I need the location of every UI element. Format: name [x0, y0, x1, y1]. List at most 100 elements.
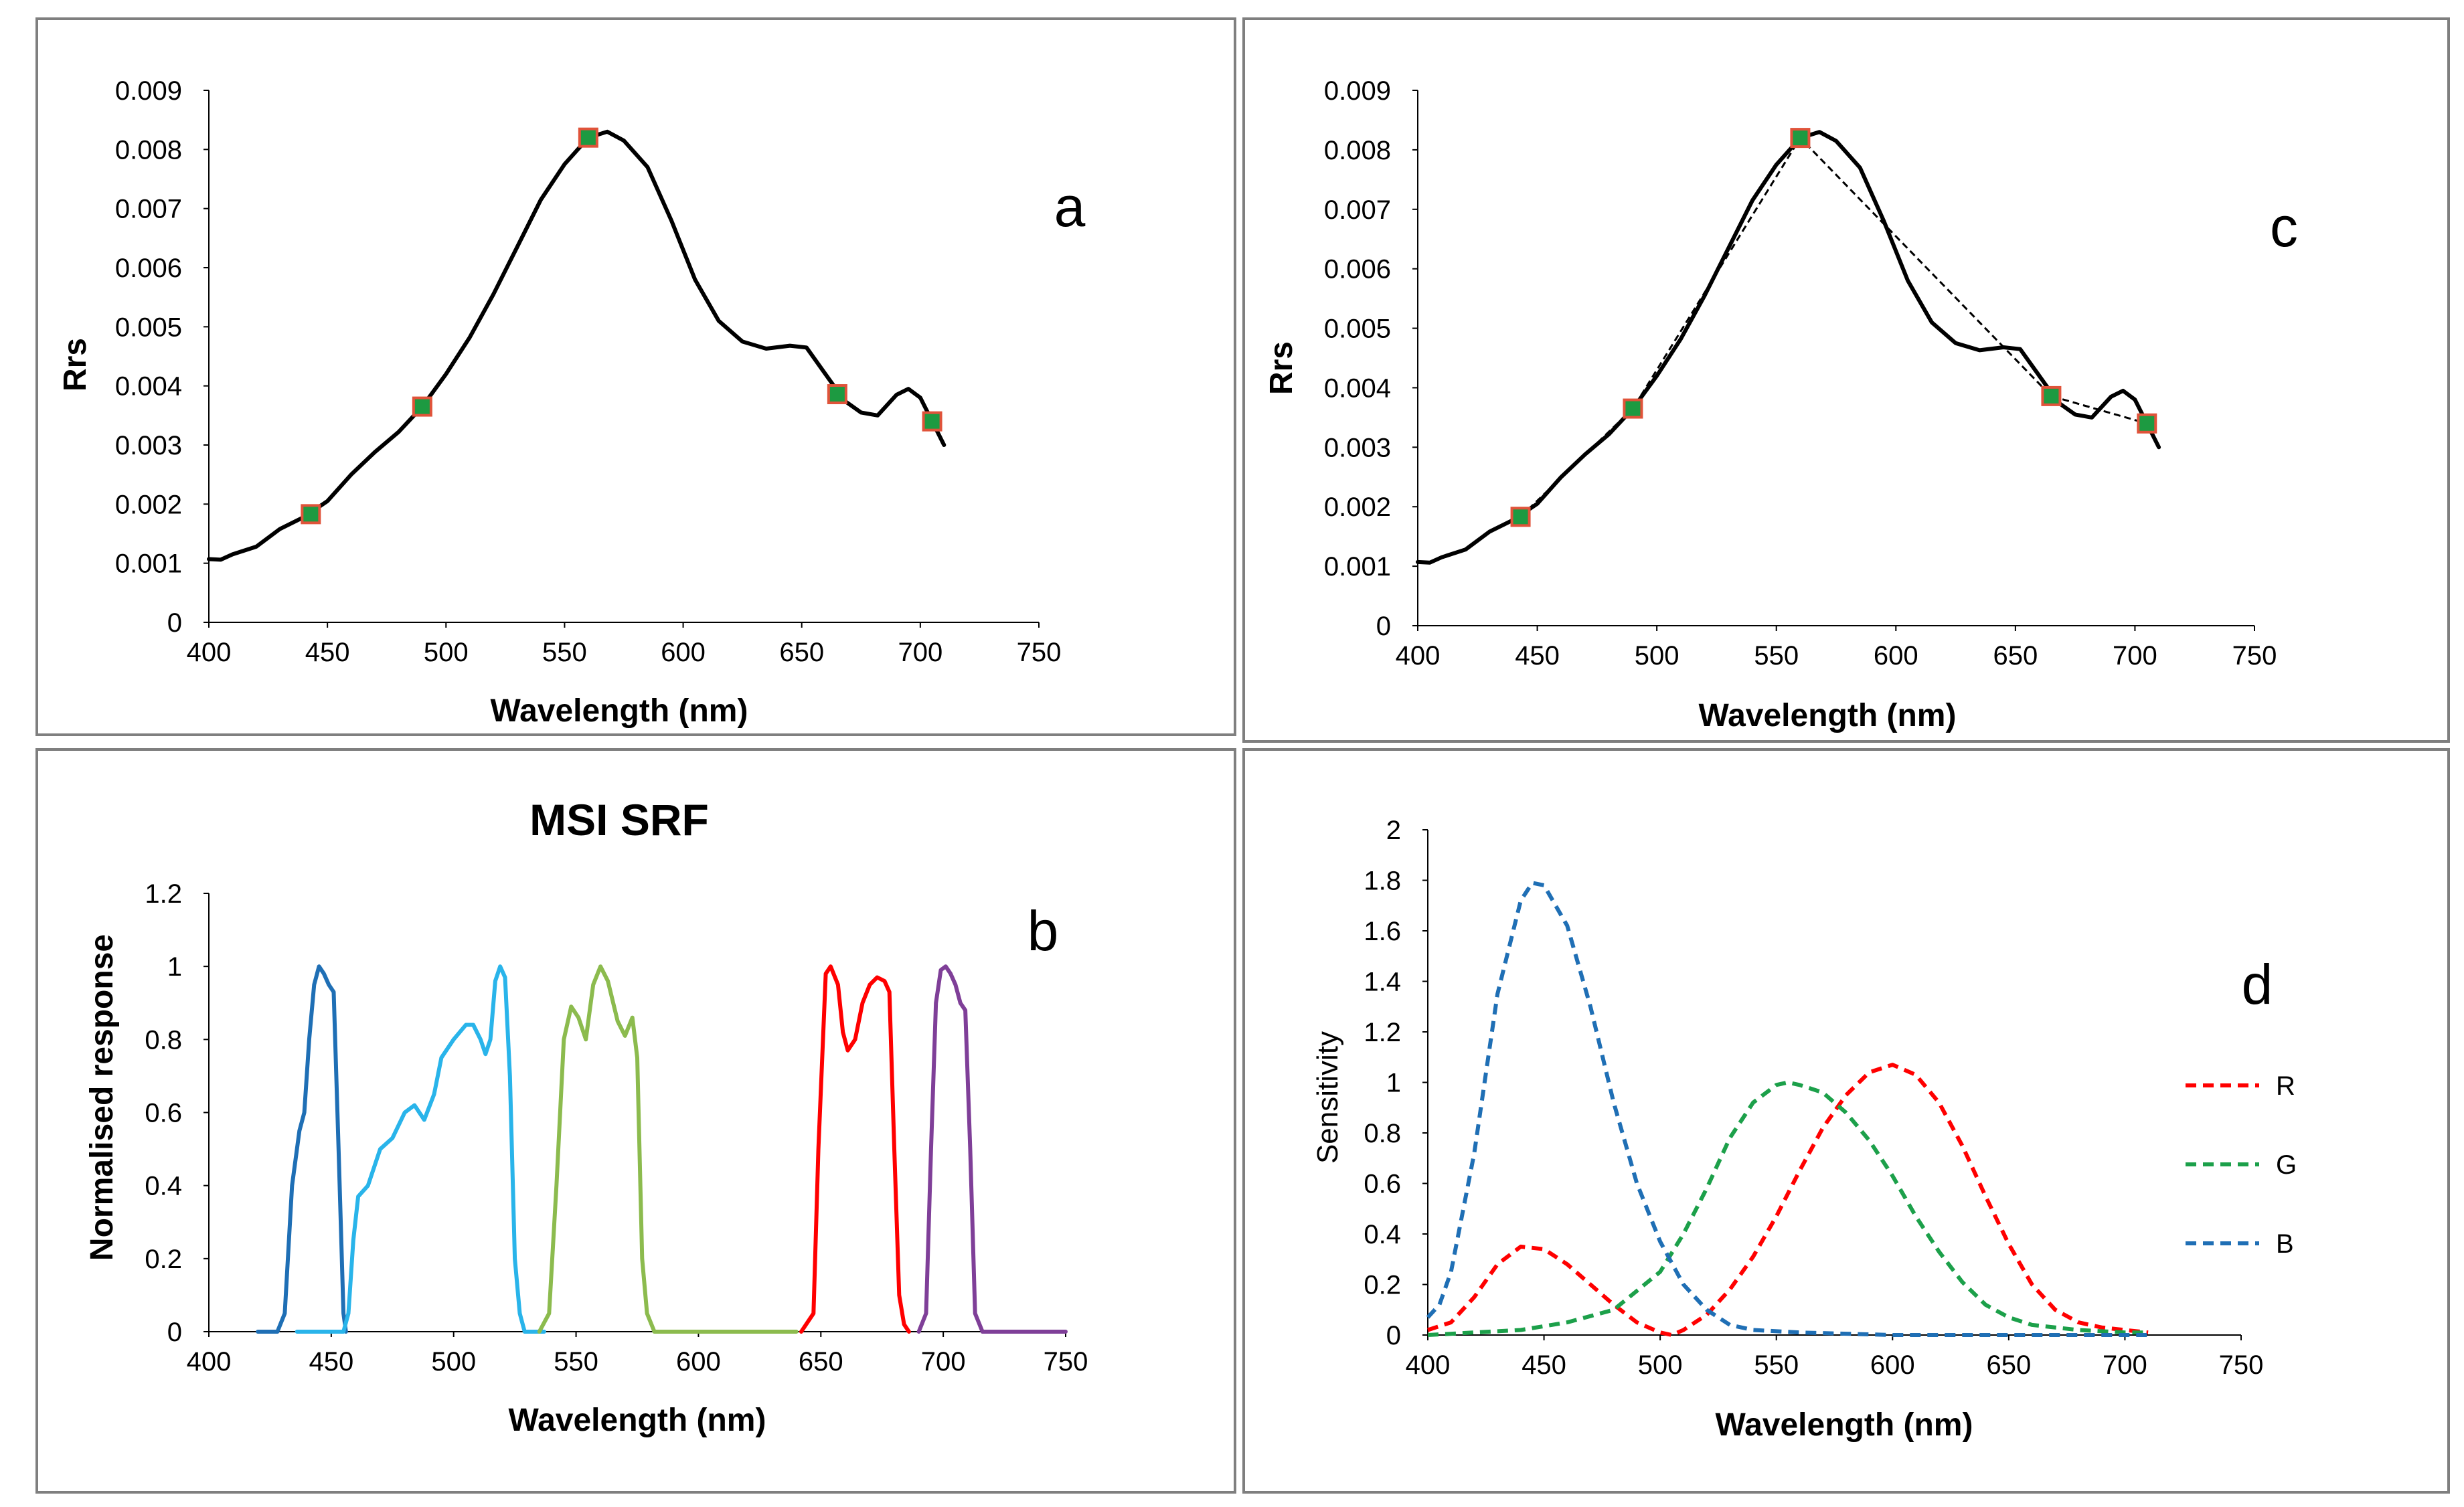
x-tick-label: 500 — [431, 1347, 476, 1377]
y-tick-label: 0.6 — [145, 1099, 182, 1128]
x-tick-label: 700 — [898, 638, 942, 667]
data-point-marker — [578, 127, 598, 148]
series-line-rrs-spectrum — [1416, 130, 2161, 565]
y-axis-title: Normalised response — [84, 934, 120, 1261]
y-tick-label: 1.8 — [1364, 867, 1401, 896]
x-tick-label: 700 — [2113, 641, 2157, 671]
plot-b-area: 400 450 500 550 600 650 700 750 0 0.2 0.4 0.6 0.8 1 1.… — [145, 879, 1088, 1377]
y-tick-label: 0.009 — [115, 76, 182, 106]
x-tick-label: 700 — [921, 1347, 966, 1377]
y-tick-label: 0 — [1376, 612, 1391, 641]
plot-c-area: 400 450 500 550 600 650 700 750 0 0.001 0.002 0.003… — [1324, 76, 2277, 671]
series-line-b2 — [295, 964, 546, 1334]
series-line-r — [1427, 1063, 2149, 1337]
panel-d-frame — [1242, 748, 2450, 1494]
panel-c-frame — [1242, 17, 2450, 743]
y-tick-label: 0.003 — [115, 431, 182, 460]
y-tick-label: 0.005 — [1324, 315, 1391, 344]
x-tick-label: 600 — [1870, 1350, 1915, 1380]
x-tick-label: 600 — [676, 1347, 721, 1377]
x-tick-label: 400 — [187, 638, 232, 667]
x-tick-label: 500 — [1635, 641, 1679, 671]
y-tick-label: 0.003 — [1324, 433, 1391, 462]
x-tick-label: 500 — [1638, 1350, 1683, 1380]
data-point-marker — [1790, 128, 1811, 149]
x-tick-label: 550 — [542, 638, 587, 667]
data-point-marker — [827, 384, 847, 405]
x-tick-label: 550 — [554, 1347, 598, 1377]
y-tick-label: 0.001 — [115, 549, 182, 579]
series-line-rrs-spectrum — [207, 129, 947, 562]
x-axis-title: Wavelength (nm) — [509, 1403, 766, 1438]
y-tick-label: 0.002 — [1324, 493, 1391, 522]
legend-label: G — [2276, 1150, 2297, 1180]
y-tick-label: 2 — [1386, 816, 1401, 845]
panel-d: 400 450 500 550 600 650 700 750 0 0.2 0.4 0.6 0.8 1 1.… — [1242, 748, 2450, 1494]
y-tick-label: 0.008 — [1324, 136, 1391, 165]
y-tick-label: 0.005 — [115, 313, 182, 342]
x-tick-label: 750 — [1017, 638, 1062, 667]
y-tick-label: 0.006 — [1324, 255, 1391, 284]
x-tick-label: 750 — [2232, 641, 2277, 671]
x-tick-label: 450 — [1515, 641, 1560, 671]
y-axis-title: Rrs — [58, 338, 93, 391]
y-tick-label: 0.004 — [1324, 373, 1391, 403]
y-tick-label: 0.6 — [1364, 1170, 1401, 1199]
y-tick-label: 0.001 — [1324, 552, 1391, 582]
legend-label: R — [2276, 1071, 2295, 1101]
panel-label: a — [1054, 175, 1086, 238]
panel-label: b — [1028, 899, 1059, 962]
data-point-marker — [1623, 398, 1643, 419]
y-tick-label: 0.4 — [1364, 1220, 1401, 1249]
panel-a: 400 450 500 550 600 650 700 750 0 0.001 0.002 0.003… — [35, 17, 1236, 736]
y-tick-label: 1.4 — [1364, 968, 1401, 997]
x-tick-label: 550 — [1754, 1350, 1799, 1380]
y-tick-label: 0.4 — [145, 1172, 182, 1201]
x-tick-label: 550 — [1754, 641, 1799, 671]
y-tick-label: 0.2 — [1364, 1271, 1401, 1300]
y-tick-label: 0.009 — [1324, 76, 1391, 106]
series-line-b5 — [916, 964, 1068, 1334]
plot-d-area: 400 450 500 550 600 650 700 750 0 0.2 0.4 0.6 0.8 1 1.… — [1364, 816, 2263, 1380]
y-axis-title: Rrs — [1264, 341, 1299, 395]
x-axis-title: Wavelength (nm) — [1716, 1407, 1973, 1443]
panel-b-frame — [35, 748, 1236, 1494]
y-tick-label: 0 — [167, 608, 182, 638]
series-line-b — [1426, 881, 2149, 1337]
panel-c: 400 450 500 550 600 650 700 750 0 0.001 0.002 0.003… — [1242, 17, 2450, 743]
series-line-b3 — [537, 964, 799, 1334]
x-tick-label: 750 — [1044, 1347, 1088, 1377]
y-tick-label: 0.008 — [115, 135, 182, 165]
y-tick-label: 0 — [167, 1318, 182, 1347]
data-point-marker — [2041, 385, 2062, 406]
series-line-b4 — [799, 964, 911, 1334]
y-tick-label: 0.002 — [115, 490, 182, 519]
y-tick-label: 0.2 — [145, 1245, 182, 1274]
data-point-marker — [412, 396, 432, 417]
x-tick-label: 650 — [799, 1347, 843, 1377]
chart-title: MSI SRF — [529, 795, 709, 845]
panel-label: c — [2270, 195, 2298, 258]
x-axis-title: Wavelength (nm) — [491, 693, 748, 729]
x-tick-label: 750 — [2219, 1350, 2264, 1380]
y-tick-label: 0.004 — [115, 372, 182, 402]
x-tick-label: 650 — [1993, 641, 2038, 671]
y-tick-label: 0.006 — [115, 254, 182, 283]
y-tick-label: 0.007 — [1324, 195, 1391, 225]
x-tick-label: 400 — [187, 1347, 232, 1377]
x-tick-label: 450 — [305, 638, 350, 667]
x-tick-label: 400 — [1396, 641, 1441, 671]
panel-a-frame — [35, 17, 1236, 736]
y-tick-label: 0 — [1386, 1321, 1401, 1350]
x-axis-title: Wavelength (nm) — [1699, 698, 1957, 733]
y-tick-label: 1 — [167, 952, 182, 982]
x-tick-label: 650 — [779, 638, 824, 667]
data-point-marker — [1510, 507, 1531, 527]
data-point-marker — [922, 411, 942, 432]
series-line-g — [1427, 1080, 2149, 1337]
y-tick-label: 1.2 — [145, 879, 182, 909]
x-tick-label: 500 — [424, 638, 469, 667]
data-point-marker — [301, 504, 321, 525]
legend: R G B — [2186, 1071, 2297, 1259]
legend-label: B — [2276, 1229, 2294, 1259]
